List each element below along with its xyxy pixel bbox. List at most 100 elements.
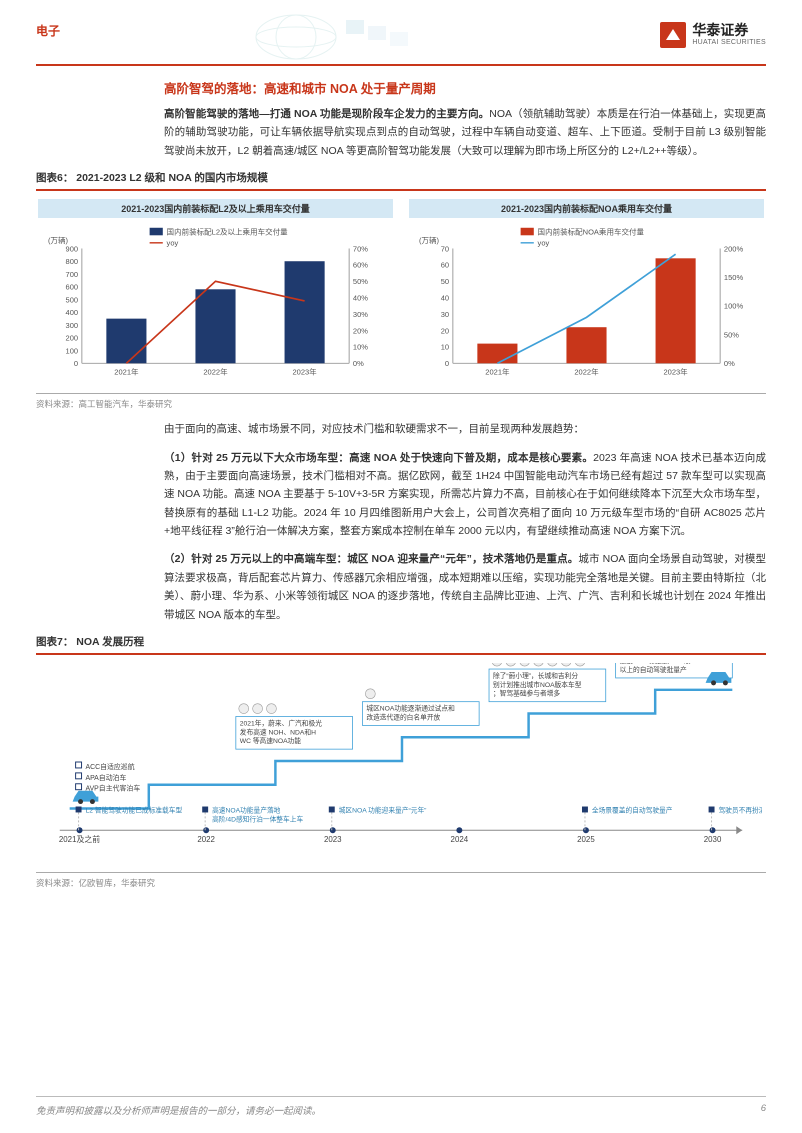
svg-text:50%: 50% — [724, 331, 739, 340]
footer-rule — [36, 1096, 766, 1097]
svg-text:100: 100 — [66, 346, 79, 355]
svg-text:全场景覆盖的自动驾驶量产: 全场景覆盖的自动驾驶量产 — [592, 805, 673, 814]
svg-text:100%: 100% — [724, 302, 744, 311]
doc-category: 电子 — [36, 22, 60, 39]
fig6-title: 图表6： 2021-2023 L2 级和 NOA 的国内市场规模 — [36, 170, 766, 185]
svg-text:300: 300 — [66, 321, 79, 330]
svg-text:通勤NOA功能量产 L3级: 通勤NOA功能量产 L3级 — [620, 663, 691, 665]
para-2-lead: （1）针对 25 万元以下大众市场车型：高速 NOA 处于快速向下普及期，成本是… — [164, 452, 593, 464]
svg-text:400: 400 — [66, 308, 79, 317]
fig6-left-chart: 2021-2023国内前装标配L2及以上乘用车交付量 国内前装标配L2及以上乘用… — [36, 195, 395, 391]
svg-text:2030: 2030 — [704, 835, 722, 844]
fig7-rule — [36, 653, 766, 655]
svg-text:2021年，蔚来、广汽和极光: 2021年，蔚来、广汽和极光 — [240, 718, 322, 727]
svg-text:；智驾基础参与者增多: ；智驾基础参与者增多 — [493, 689, 560, 698]
fig6-source: 资料来源：高工智能汽车，华泰研究 — [36, 398, 766, 410]
fig6-right-chart: 2021-2023国内前装标配NOA乘用车交付量 国内前装标配NOA乘用车交付量… — [407, 195, 766, 391]
svg-text:2022: 2022 — [197, 835, 215, 844]
fig6-charts: 2021-2023国内前装标配L2及以上乘用车交付量 国内前装标配L2及以上乘用… — [36, 195, 766, 391]
footer-disclaimer: 免责声明和披露以及分析师声明是报告的一部分，请务必一起阅读。 — [36, 1103, 321, 1117]
brand-name-cn: 华泰证券 — [692, 23, 766, 38]
svg-text:ACC自适应巡航: ACC自适应巡航 — [85, 762, 134, 771]
svg-text:10%: 10% — [353, 343, 368, 352]
svg-text:50%: 50% — [353, 277, 368, 286]
svg-text:700: 700 — [66, 270, 79, 279]
svg-text:APA自动泊车: APA自动泊车 — [85, 773, 126, 782]
svg-text:40: 40 — [441, 294, 449, 303]
svg-text:2023年: 2023年 — [292, 367, 317, 377]
fig6-src-rule — [36, 393, 766, 394]
header-globe-bg — [236, 12, 436, 62]
svg-text:0: 0 — [445, 359, 449, 368]
svg-text:10: 10 — [441, 343, 449, 352]
svg-text:200: 200 — [66, 334, 79, 343]
svg-text:驾驶员不再扮演驾驶任务: 驾驶员不再扮演驾驶任务 — [718, 805, 762, 814]
fig7-title: 图表7： NOA 发展历程 — [36, 634, 766, 649]
svg-text:60: 60 — [441, 261, 449, 270]
svg-text:以上的自动驾驶批量产: 以上的自动驾驶批量产 — [620, 665, 687, 674]
svg-text:0%: 0% — [353, 359, 364, 368]
svg-text:500: 500 — [66, 295, 79, 304]
para-3: （2）针对 25 万元以上的中高端车型：城区 NOA 迎来量产“元年”，技术落地… — [164, 550, 766, 624]
svg-text:2024: 2024 — [451, 835, 469, 844]
svg-text:yoy: yoy — [167, 239, 179, 248]
svg-text:20%: 20% — [353, 326, 368, 335]
svg-text:改造迭代逐的白名单开放: 改造迭代逐的白名单开放 — [366, 712, 440, 721]
svg-text:国内前装标配NOA乘用车交付量: 国内前装标配NOA乘用车交付量 — [538, 226, 645, 236]
fig6-right-header: 2021-2023国内前装标配NOA乘用车交付量 — [409, 199, 764, 218]
fig6-left-header: 2021-2023国内前装标配L2及以上乘用车交付量 — [38, 199, 393, 218]
fig6-rule — [36, 189, 766, 191]
svg-text:高阶/4D感知行泊一体整车上车: 高阶/4D感知行泊一体整车上车 — [212, 814, 303, 823]
svg-text:30: 30 — [441, 310, 449, 319]
svg-text:2021及之前: 2021及之前 — [59, 834, 100, 844]
mid-intro: 由于面向的高速、城市场景不同，对应技术门槛和软硬需求不一，目前呈现两种发展趋势： — [164, 420, 766, 438]
svg-text:2023: 2023 — [324, 835, 342, 844]
para-3-lead: （2）针对 25 万元以上的中高端车型：城区 NOA 迎来量产“元年”，技术落地… — [164, 553, 578, 565]
brand-block: 华泰证券 HUATAI SECURITIES — [660, 22, 766, 48]
svg-text:别计划推出城市NOA版本车型: 别计划推出城市NOA版本车型 — [493, 680, 582, 689]
brand-name-en: HUATAI SECURITIES — [692, 39, 766, 47]
svg-text:除了“蔚小理”，长城和吉利分: 除了“蔚小理”，长城和吉利分 — [493, 671, 578, 680]
para-1-lead: 高阶智能驾驶的落地—打通 NOA 功能是现阶段车企发力的主要方向。 — [164, 108, 489, 120]
svg-text:2023年: 2023年 — [663, 367, 688, 377]
svg-text:2022年: 2022年 — [203, 367, 228, 377]
svg-text:30%: 30% — [353, 310, 368, 319]
svg-text:yoy: yoy — [538, 239, 550, 248]
svg-text:600: 600 — [66, 283, 79, 292]
svg-text:150%: 150% — [724, 273, 744, 282]
svg-text:发布高速 NOH、NDA和H: 发布高速 NOH、NDA和H — [240, 727, 316, 736]
fig7-source: 资料来源：亿欧智库，华泰研究 — [36, 877, 766, 889]
svg-text:50: 50 — [441, 277, 449, 286]
fig7-svg: 2021及之前 2022 2023 2024 2025 2030 2021年，蔚来、广汽和极… — [40, 663, 762, 863]
svg-text:2021年: 2021年 — [114, 367, 139, 377]
svg-text:(万辆): (万辆) — [419, 235, 440, 245]
svg-text:0%: 0% — [724, 359, 735, 368]
svg-text:2021年: 2021年 — [485, 367, 510, 377]
fig6-left-svg: 国内前装标配L2及以上乘用车交付量 yoy (万辆) 0 100 200 300 400 500… — [38, 224, 393, 384]
section-title: 高阶智驾的落地：高速和城市 NOA 处于量产周期 — [164, 78, 766, 97]
svg-text:高速NOA功能量产落地: 高速NOA功能量产落地 — [212, 805, 281, 814]
svg-text:城区NOA功能逐渐通过试点和: 城区NOA功能逐渐通过试点和 — [366, 703, 455, 712]
fig7-src-rule — [36, 872, 766, 873]
svg-text:60%: 60% — [353, 261, 368, 270]
svg-text:40%: 40% — [353, 294, 368, 303]
para-1: 高阶智能驾驶的落地—打通 NOA 功能是现阶段车企发力的主要方向。NOA（领航辅… — [164, 105, 766, 160]
header-rule — [36, 64, 766, 66]
svg-text:800: 800 — [66, 257, 79, 266]
para-2: （1）针对 25 万元以下大众市场车型：高速 NOA 处于快速向下普及期，成本是… — [164, 449, 766, 541]
svg-text:200%: 200% — [724, 244, 744, 253]
svg-text:国内前装标配L2及以上乘用车交付量: 国内前装标配L2及以上乘用车交付量 — [167, 226, 289, 236]
svg-text:WC 等高速NOA功能: WC 等高速NOA功能 — [240, 736, 301, 745]
fig6-right-svg: 国内前装标配NOA乘用车交付量yoy(万辆)0102030405060700%5… — [409, 224, 764, 384]
svg-text:城区NOA 功能迎来量产“元年”: 城区NOA 功能迎来量产“元年” — [339, 805, 427, 814]
svg-text:900: 900 — [66, 244, 79, 253]
svg-text:(万辆): (万辆) — [48, 235, 69, 245]
svg-text:L2 智能驾驶功能已成标准载车型: L2 智能驾驶功能已成标准载车型 — [85, 805, 182, 814]
brand-logo-icon — [660, 22, 686, 48]
para-2-body: 2023 年高速 NOA 技术已基本迈向成熟，由于主要面向高速场景，技术门槛相对… — [164, 452, 766, 538]
svg-text:70: 70 — [441, 244, 449, 253]
svg-text:2025: 2025 — [577, 835, 595, 844]
svg-text:2022年: 2022年 — [574, 367, 599, 377]
svg-text:0: 0 — [74, 359, 78, 368]
footer-page: 6 — [761, 1103, 766, 1117]
